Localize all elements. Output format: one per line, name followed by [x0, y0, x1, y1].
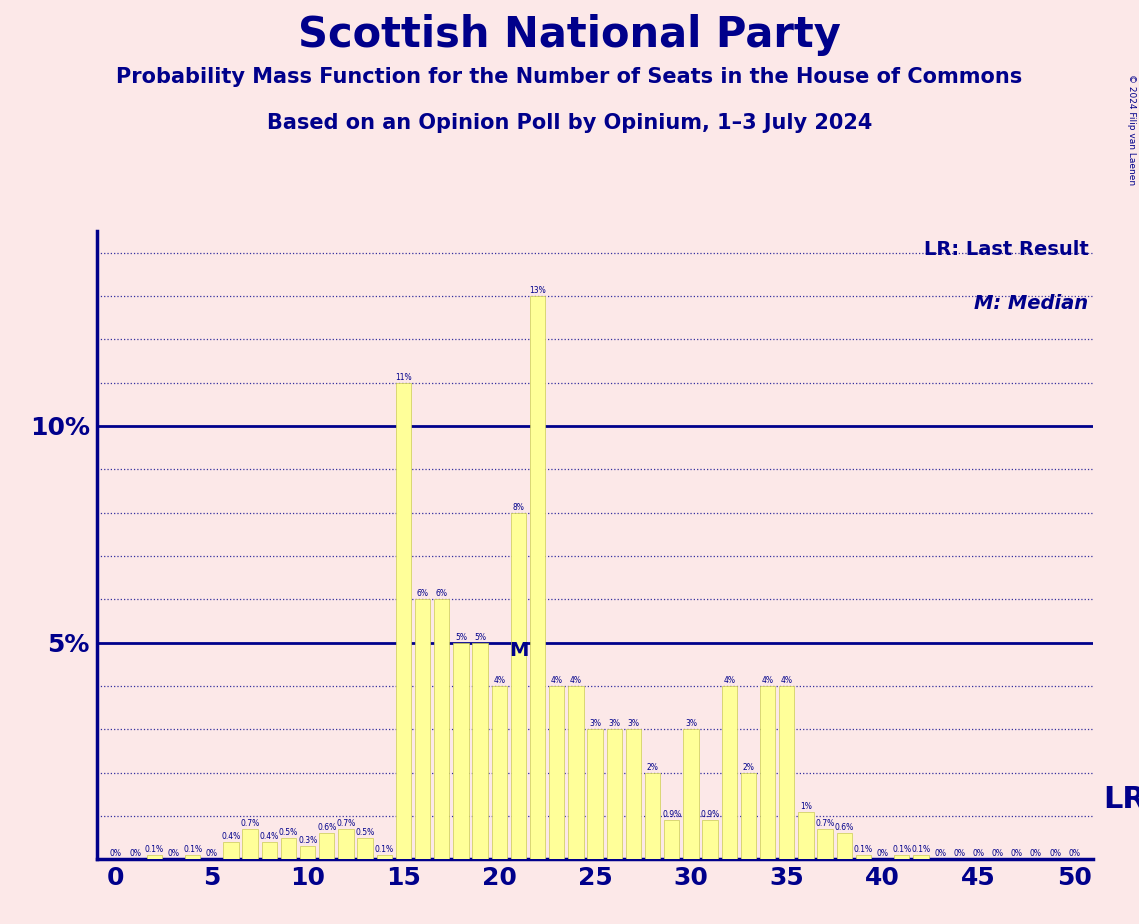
Bar [645, 772, 661, 859]
Text: 0%: 0% [110, 849, 122, 858]
Bar [147, 855, 162, 859]
Text: 0%: 0% [1049, 849, 1062, 858]
Text: 4%: 4% [551, 676, 563, 685]
Bar [262, 842, 277, 859]
Text: 0%: 0% [1010, 849, 1023, 858]
Text: 0.5%: 0.5% [355, 828, 375, 836]
Text: M: M [509, 641, 528, 660]
Bar [377, 855, 392, 859]
Bar [740, 772, 756, 859]
Text: 0.1%: 0.1% [183, 845, 203, 854]
Bar [913, 855, 928, 859]
Text: 0.9%: 0.9% [700, 810, 720, 820]
Text: 0.9%: 0.9% [662, 810, 681, 820]
Text: 3%: 3% [589, 719, 601, 728]
Text: 0.1%: 0.1% [375, 845, 394, 854]
Text: LR: Last Result: LR: Last Result [924, 240, 1089, 260]
Text: LR: LR [1104, 785, 1139, 814]
Text: Based on an Opinion Poll by Opinium, 1–3 July 2024: Based on an Opinion Poll by Opinium, 1–3… [267, 113, 872, 133]
Text: 2%: 2% [647, 762, 658, 772]
Bar [837, 833, 852, 859]
Text: 4%: 4% [762, 676, 773, 685]
Text: 3%: 3% [608, 719, 621, 728]
Bar [703, 821, 718, 859]
Text: Scottish National Party: Scottish National Party [298, 14, 841, 55]
Text: 3%: 3% [685, 719, 697, 728]
Text: 0%: 0% [206, 849, 218, 858]
Text: 0%: 0% [934, 849, 947, 858]
Text: 4%: 4% [493, 676, 506, 685]
Text: 13%: 13% [530, 286, 546, 295]
Text: 0.3%: 0.3% [298, 836, 318, 845]
Bar [319, 833, 335, 859]
Bar [549, 686, 565, 859]
Bar [779, 686, 795, 859]
Bar [855, 855, 871, 859]
Bar [434, 600, 450, 859]
Text: 0.7%: 0.7% [336, 819, 355, 828]
Text: 2%: 2% [743, 762, 754, 772]
Bar [798, 811, 813, 859]
Text: 8%: 8% [513, 503, 524, 512]
Bar [338, 829, 353, 859]
Text: 0%: 0% [1030, 849, 1042, 858]
Text: 0.4%: 0.4% [221, 832, 240, 841]
Text: 0.1%: 0.1% [854, 845, 872, 854]
Bar [588, 729, 603, 859]
Text: 0%: 0% [1068, 849, 1080, 858]
Text: 0%: 0% [992, 849, 1003, 858]
Text: 4%: 4% [781, 676, 793, 685]
Text: 0.7%: 0.7% [816, 819, 835, 828]
Text: Probability Mass Function for the Number of Seats in the House of Commons: Probability Mass Function for the Number… [116, 67, 1023, 87]
Bar [300, 846, 316, 859]
Text: 6%: 6% [436, 590, 448, 598]
Text: 0.6%: 0.6% [317, 823, 336, 833]
Bar [760, 686, 776, 859]
Text: 3%: 3% [628, 719, 639, 728]
Bar [396, 383, 411, 859]
Bar [243, 829, 257, 859]
Text: 0.1%: 0.1% [892, 845, 911, 854]
Text: 5%: 5% [474, 633, 486, 641]
Bar [358, 838, 372, 859]
Text: 0%: 0% [167, 849, 180, 858]
Bar [894, 855, 909, 859]
Text: 6%: 6% [417, 590, 428, 598]
Bar [568, 686, 583, 859]
Bar [492, 686, 507, 859]
Bar [530, 296, 546, 859]
Bar [223, 842, 239, 859]
Text: 11%: 11% [395, 372, 412, 382]
Bar [683, 729, 698, 859]
Bar [281, 838, 296, 859]
Bar [664, 821, 680, 859]
Text: 0%: 0% [877, 849, 888, 858]
Text: 0%: 0% [129, 849, 141, 858]
Bar [415, 600, 431, 859]
Text: M: Median: M: Median [974, 294, 1089, 313]
Bar [625, 729, 641, 859]
Text: 0.1%: 0.1% [911, 845, 931, 854]
Bar [607, 729, 622, 859]
Text: 5%: 5% [454, 633, 467, 641]
Text: 0%: 0% [973, 849, 984, 858]
Text: 4%: 4% [723, 676, 736, 685]
Text: 0.6%: 0.6% [835, 823, 854, 833]
Text: 0.1%: 0.1% [145, 845, 164, 854]
Text: 4%: 4% [570, 676, 582, 685]
Text: 0.4%: 0.4% [260, 832, 279, 841]
Text: 1%: 1% [800, 802, 812, 810]
Text: © 2024 Filip van Laenen: © 2024 Filip van Laenen [1126, 74, 1136, 185]
Bar [453, 643, 468, 859]
Bar [473, 643, 487, 859]
Bar [818, 829, 833, 859]
Text: 0.5%: 0.5% [279, 828, 298, 836]
Text: 0.7%: 0.7% [240, 819, 260, 828]
Bar [510, 513, 526, 859]
Text: 0%: 0% [953, 849, 965, 858]
Bar [722, 686, 737, 859]
Bar [185, 855, 200, 859]
